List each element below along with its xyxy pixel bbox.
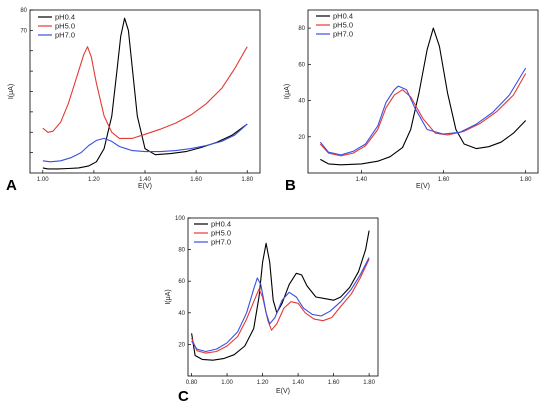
legend-entry: pH0.4 [211,220,231,229]
x-tick-label: 1.60 [328,380,340,386]
y-tick-label: 40 [178,311,185,317]
y-tick-label: 80 [298,26,305,32]
x-tick-label: 1.60 [190,177,202,183]
panel-letter: A [6,177,17,194]
panel-letter: C [178,388,189,405]
y-axis-label: I(μA) [8,84,15,99]
x-tick-label: 1.60 [438,177,450,183]
x-tick-label: 1.40 [292,380,304,386]
y-tick-label: 60 [298,62,305,68]
y-tick-label: 60 [178,279,185,285]
x-tick-label: 1.80 [241,177,253,183]
y-tick-label: 20 [298,135,305,141]
plot-frame [307,9,539,174]
x-tick-label: 1.00 [37,177,49,183]
series-line-ph0-4 [191,230,370,361]
x-tick-label: 1.40 [356,177,368,183]
series-line-ph5-0 [191,258,370,354]
x-axis-label: E(V) [416,183,430,190]
series-line-ph7-0 [42,123,248,163]
x-tick-label: 1.40 [139,177,151,183]
legend-entry: pH5.0 [333,21,353,30]
series-line-ph0-4 [320,27,527,166]
y-tick-label: 40 [298,99,305,105]
x-axis-label: E(V) [138,183,152,190]
panel-letter: B [285,177,296,194]
y-axis-label: I(μA) [165,289,172,304]
series-line-ph7-0 [319,67,527,156]
x-tick-label: 1.20 [88,177,100,183]
x-axis-label: E(V) [276,388,290,395]
y-tick-label: 80 [20,8,27,14]
x-tick-label: 0.80 [186,380,198,386]
legend-entry: pH5.0 [211,229,231,238]
legend-entry: pH7.0 [55,31,75,40]
series-line-ph5-0 [319,73,527,157]
legend-entry: pH5.0 [55,22,75,31]
legend-entry: pH0.4 [55,13,75,22]
y-axis-label: I(μA) [284,84,291,99]
series-line-ph5-0 [42,46,248,139]
legend-entry: pH0.4 [333,12,353,21]
series-line-ph0-4 [42,17,248,170]
x-tick-label: 1.80 [520,177,532,183]
y-tick-label: 70 [20,28,27,34]
y-tick-label: 80 [178,248,185,254]
plot-frame [187,217,379,377]
x-tick-label: 1.20 [257,380,269,386]
x-tick-label: 1.00 [221,380,233,386]
x-tick-label: 1.80 [363,380,375,386]
legend-entry: pH7.0 [333,30,353,39]
panel-c: 0.80 1.00 1.20 1.40 1.60 1.80 20 40 60 80 100 pH0.4… [165,216,379,405]
y-tick-label: 100 [175,216,186,222]
y-tick-label: 20 [178,342,185,348]
series-line-ph7-0 [191,257,370,353]
legend-entry: pH7.0 [211,238,231,247]
